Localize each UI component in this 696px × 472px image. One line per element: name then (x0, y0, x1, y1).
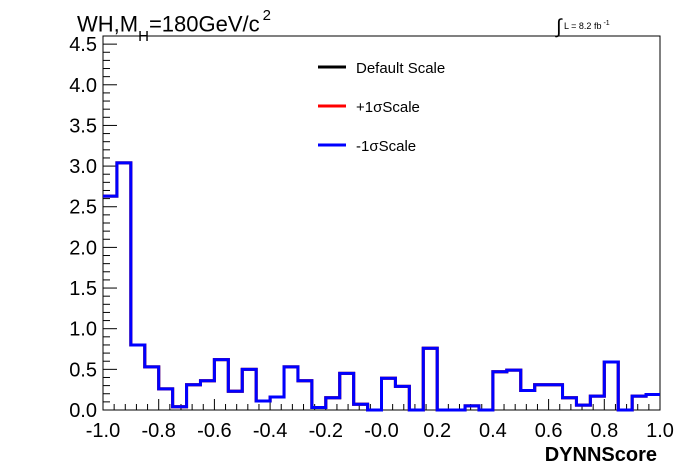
y-axis: 0.0 0.5 1.0 1.5 2.0 2.5 3.0 3.5 4.0 4.5 (69, 34, 117, 422)
x-tick-label: 0.2 (423, 420, 451, 442)
y-tick-label: 1.0 (69, 319, 97, 341)
x-axis-title: DYNNScore (545, 444, 657, 466)
chart-title-main: WH,M (77, 11, 139, 37)
x-tick-label: 0.8 (590, 420, 618, 442)
y-tick-label: 0.5 (69, 359, 97, 381)
series-layer (103, 161, 660, 412)
y-tick-label: 3.0 (69, 156, 97, 178)
y-tick-label: 4.5 (69, 34, 97, 56)
y-tick-label: 4.0 (69, 75, 97, 97)
plot-frame (102, 35, 661, 411)
x-tick-label: -0.8 (141, 420, 175, 442)
y-tick-label: 2.5 (69, 197, 97, 219)
x-tick-label: -0.0 (364, 420, 398, 442)
x-tick-label: 1.0 (646, 420, 674, 442)
x-tick-label: -1.0 (86, 420, 120, 442)
y-tick-label: 1.5 (69, 278, 97, 300)
series-line-2 (103, 161, 660, 412)
legend: Default Scale +1σScale -1σScale (318, 60, 445, 155)
series-line-0 (103, 161, 660, 412)
legend-label: Default Scale (356, 60, 445, 77)
legend-label: +1σScale (356, 99, 420, 116)
y-tick-label: 2.0 (69, 237, 97, 259)
luminosity-superscript: -1 (603, 20, 610, 27)
luminosity-text: L = 8.2 fb (564, 21, 602, 31)
chart-title-rest: =180GeV/c (148, 11, 260, 37)
chart-title-superscript: 2 (262, 7, 271, 24)
x-tick-label: -0.2 (309, 420, 343, 442)
y-tick-label: 3.5 (69, 115, 97, 137)
y-tick-label: 0.0 (69, 400, 97, 422)
luminosity-label: ∫ L = 8.2 fb -1 (556, 12, 610, 38)
x-axis: -1.0 -0.8 -0.6 -0.4 -0.2 -0.0 0.2 0.4 0.6 0.8 1.0 (86, 399, 674, 442)
x-tick-label: -0.6 (197, 420, 231, 442)
series-line-1 (103, 161, 660, 412)
integral-symbol: ∫ (556, 16, 562, 38)
x-tick-label: 0.4 (479, 420, 507, 442)
x-tick-label: -0.4 (253, 420, 287, 442)
legend-label: -1σScale (356, 138, 416, 155)
x-tick-label: 0.6 (535, 420, 563, 442)
